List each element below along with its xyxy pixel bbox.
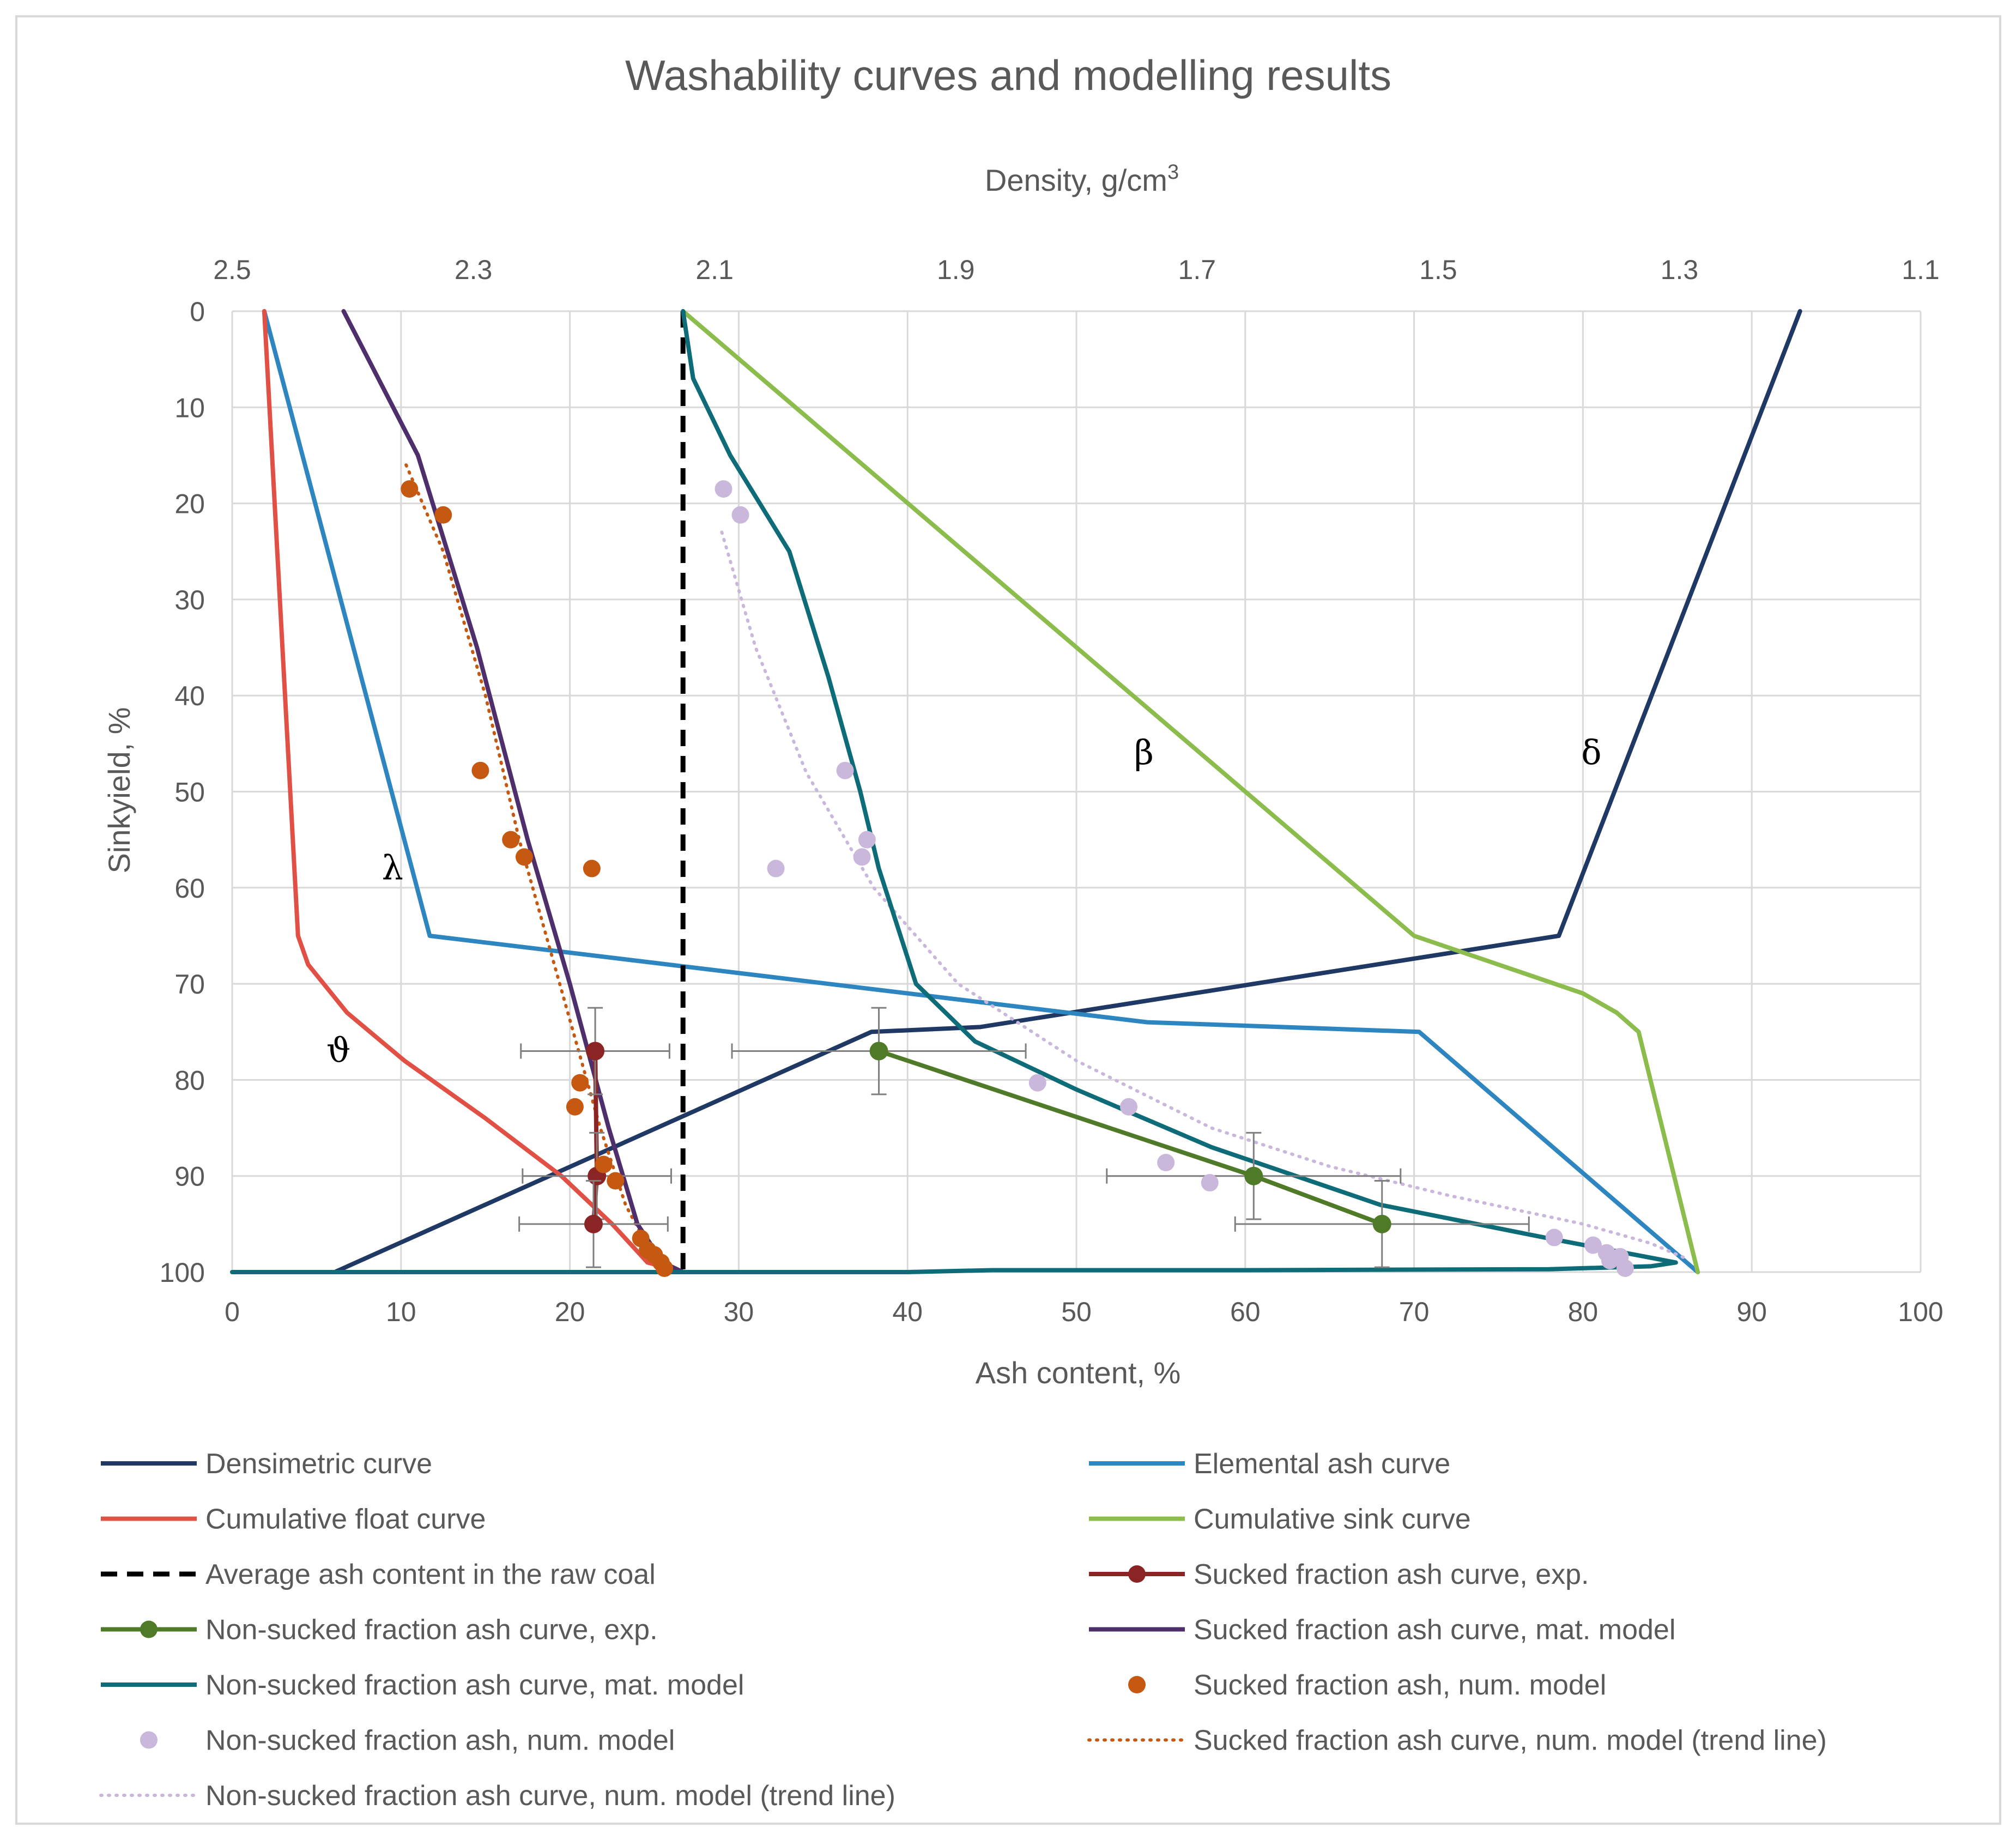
y-tick-label: 50 [174,777,205,808]
top-tick-label: 1.3 [1661,255,1699,285]
chart-title: Washability curves and modelling results [625,51,1391,99]
legend-label: Densimetric curve [205,1448,432,1480]
x-tick-label: 10 [386,1297,416,1327]
data-point [566,1098,584,1116]
data-point [715,480,732,498]
x-tick-label: 70 [1399,1297,1430,1327]
y-tick-label: 100 [160,1257,205,1288]
legend-label: Elemental ash curve [1194,1448,1450,1480]
y-axis-label: Sinkyield, % [102,707,136,873]
top-tick-label: 1.5 [1419,255,1457,285]
legend-label: Sucked fraction ash curve, exp. [1194,1559,1589,1590]
annotation-β: β [1134,733,1154,772]
legend-swatch-marker [1128,1565,1146,1583]
annotation-ϑ: ϑ [326,1031,350,1070]
data-point [870,1042,888,1061]
legend-label: Cumulative float curve [205,1504,486,1535]
legend-item: Non-sucked fraction ash, num. model [140,1725,675,1757]
data-point [586,1042,604,1061]
x-axis-label: Ash content, % [976,1355,1181,1390]
legend-swatch-marker [140,1621,158,1638]
chart-svg: Washability curves and modelling results… [0,0,2016,1840]
legend-label: Cumulative sink curve [1194,1504,1471,1535]
top-axis-label-text: Density, g/cm [985,163,1167,197]
data-point [1120,1098,1137,1116]
data-point [1601,1252,1619,1269]
legend-label: Non-sucked fraction ash curve, num. mode… [205,1780,895,1812]
top-axis-label: Density, g/cm3 [985,161,1179,197]
data-point [1157,1154,1175,1171]
data-point [853,848,871,865]
data-point [434,506,452,524]
top-tick-label: 2.3 [455,255,493,285]
annotation-λ: λ [382,848,403,888]
data-point [583,860,601,877]
y-tick-label: 20 [174,489,205,519]
y-tick-label: 70 [174,969,205,1000]
data-point [1617,1260,1634,1277]
data-point [1546,1229,1563,1246]
y-tick-label: 60 [174,873,205,904]
data-point [607,1172,624,1190]
top-axis-label-superscript: 3 [1167,161,1179,184]
data-point [516,848,533,865]
y-tick-label: 80 [174,1065,205,1095]
data-point [502,831,519,849]
top-tick-label: 1.1 [1902,255,1940,285]
y-tick-label: 30 [174,585,205,615]
legend-label: Non-sucked fraction ash curve, mat. mode… [205,1669,744,1701]
data-point [731,506,749,524]
top-tick-label: 1.7 [1178,255,1216,285]
data-point [1373,1215,1391,1233]
top-tick-label: 2.5 [213,255,251,285]
x-tick-label: 80 [1568,1297,1599,1327]
top-tick-label: 1.9 [937,255,975,285]
data-point [1244,1167,1263,1185]
top-tick-label: 2.1 [695,255,734,285]
data-point [656,1260,673,1277]
legend-label: Non-sucked fraction ash curve, exp. [205,1614,658,1646]
annotation-δ: δ [1581,733,1601,772]
legend-swatch-marker [140,1732,158,1749]
x-tick-label: 0 [225,1297,240,1327]
legend-item: Sucked fraction ash curve, num. model (t… [1089,1725,1827,1757]
data-point [471,762,489,779]
data-point [595,1156,613,1173]
legend-label: Sucked fraction ash, num. model [1194,1669,1606,1701]
y-tick-label: 90 [174,1161,205,1192]
legend-item: Sucked fraction ash, num. model [1128,1669,1606,1701]
data-point [571,1074,589,1092]
x-tick-label: 40 [892,1297,923,1327]
legend-label: Average ash content in the raw coal [205,1559,656,1590]
data-point [584,1215,603,1233]
x-tick-label: 20 [555,1297,585,1327]
y-tick-label: 10 [174,392,205,423]
data-point [1029,1074,1046,1092]
legend-label: Non-sucked fraction ash, num. model [205,1725,675,1757]
legend-label: Sucked fraction ash curve, num. model (t… [1194,1725,1827,1757]
x-tick-label: 90 [1736,1297,1767,1327]
x-tick-label: 60 [1230,1297,1261,1327]
legend-item: Non-sucked fraction ash curve, num. mode… [101,1780,895,1812]
legend-label: Sucked fraction ash curve, mat. model [1194,1614,1675,1646]
data-point [1201,1174,1219,1191]
x-tick-label: 50 [1061,1297,1092,1327]
y-tick-label: 0 [190,296,205,327]
data-point [837,762,854,779]
chart-border [16,16,2000,1824]
x-tick-label: 100 [1898,1297,1943,1327]
data-point [767,860,785,877]
legend-swatch-marker [1128,1676,1146,1693]
x-tick-label: 30 [724,1297,754,1327]
data-point [858,831,876,849]
washability-chart: Washability curves and modelling results… [0,0,2016,1840]
data-point [401,480,418,498]
y-tick-label: 40 [174,681,205,711]
